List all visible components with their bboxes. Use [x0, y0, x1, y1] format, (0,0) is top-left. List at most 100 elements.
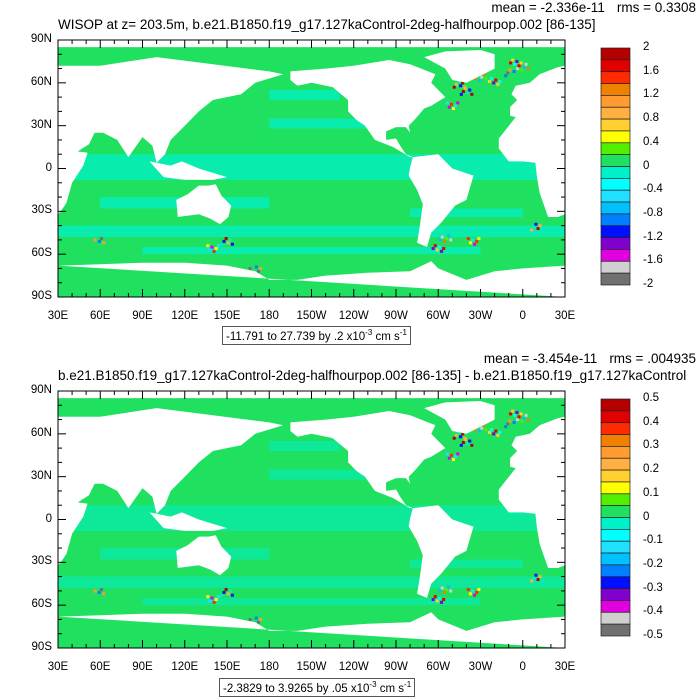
land-eurasia — [58, 408, 284, 566]
colorbar-label: 0.4 — [643, 135, 659, 148]
colorbar-label: -0.4 — [643, 605, 663, 618]
anomaly-cell — [532, 576, 536, 580]
anomaly-cell — [214, 247, 218, 251]
anomaly-cell — [222, 239, 226, 243]
anomaly-cell — [534, 573, 538, 577]
colorbar-label: -0.4 — [643, 183, 663, 196]
anomaly-cell — [532, 225, 536, 229]
contour-range-info: -11.791 to 27.739 by .2 x10-3 cm s-1 — [222, 326, 411, 345]
anomaly-cell — [477, 237, 481, 241]
stats-line: mean = -3.454e-11 rms = .004935 — [484, 352, 696, 366]
anomaly-cell — [433, 244, 437, 248]
ocean-band — [58, 225, 565, 238]
anomaly-cell — [461, 432, 465, 436]
anomaly-cell — [508, 68, 512, 72]
anomaly-cell — [435, 248, 439, 252]
anomaly-cell — [473, 242, 477, 246]
anomaly-cell — [210, 245, 214, 249]
anomaly-cell — [435, 599, 439, 603]
lon-label: 60W — [426, 310, 451, 322]
range-text: -2.3829 to 3.9265 by .05 x10 — [223, 682, 370, 695]
lon-label: 150E — [213, 661, 241, 673]
colorbar-label: 0.2 — [643, 463, 659, 476]
mean-stat: mean = -3.454e-11 — [483, 351, 598, 366]
anomaly-cell — [220, 242, 224, 246]
colorbar-box — [600, 422, 631, 435]
anomaly-cell — [509, 61, 513, 65]
anomaly-cell — [445, 452, 449, 456]
colorbar-box — [600, 564, 631, 578]
anomaly-cell — [104, 238, 108, 242]
colorbar-label: 1.2 — [643, 88, 659, 101]
colorbar-box — [600, 588, 631, 601]
land-southAmerica — [408, 154, 474, 247]
lon-label: 120W — [338, 310, 369, 322]
land-indonesia — [149, 512, 227, 531]
anomaly-cell — [506, 422, 510, 426]
lat-label: 60N — [30, 426, 52, 439]
lon-label: 0 — [519, 661, 526, 673]
anomaly-cell — [492, 81, 496, 85]
anomaly-cell — [517, 415, 521, 419]
anomaly-cell — [473, 428, 477, 432]
ocean-band — [269, 89, 340, 100]
anomaly-cell — [438, 238, 442, 242]
anomaly-cell — [449, 102, 453, 106]
anomaly-cell — [208, 248, 212, 252]
anomaly-cell — [449, 589, 453, 593]
lon-label: 30W — [468, 310, 493, 322]
anomaly-cell — [214, 598, 218, 602]
colorbar-label: 0.4 — [643, 415, 659, 428]
anomaly-cell — [466, 588, 470, 592]
anomaly-cell — [522, 416, 526, 420]
anomaly-cell — [97, 590, 101, 594]
anomaly-cell — [95, 593, 99, 597]
anomaly-cell — [468, 439, 472, 443]
anomaly-cell — [93, 589, 97, 593]
colorbar-box — [600, 517, 631, 530]
anomaly-cell — [454, 455, 458, 459]
anomaly-cell — [256, 269, 260, 273]
lat-label: 0 — [45, 512, 52, 525]
stats-line: mean = -2.336e-11 rms = 0.3308 — [491, 1, 696, 15]
anomaly-cell — [254, 265, 258, 269]
anomaly-cell — [230, 593, 234, 597]
anomaly-cell — [431, 598, 435, 602]
lat-label: 30N — [30, 118, 52, 131]
anomaly-cell — [475, 239, 479, 243]
anomaly-cell — [516, 418, 520, 422]
anomaly-cell — [216, 595, 220, 599]
lon-label: 120E — [171, 310, 199, 322]
land-greenland — [424, 401, 495, 434]
anomaly-cell — [511, 58, 515, 62]
colorbar-box — [600, 457, 631, 471]
colorbar-box — [600, 576, 631, 589]
anomaly-cell — [444, 588, 448, 592]
colorbar-box — [600, 528, 631, 542]
anomaly-cell — [454, 433, 458, 437]
rms-stat: rms = 0.3308 — [616, 0, 696, 15]
anomaly-cell — [456, 430, 460, 434]
range-exp: -3 — [365, 328, 373, 337]
anomaly-cell — [452, 458, 456, 462]
colorbar-label: -2 — [643, 278, 654, 290]
anomaly-cell — [530, 228, 534, 232]
anomaly-cell — [254, 616, 258, 620]
land-europeAfrica — [498, 65, 565, 217]
colorbar-label: 0.1 — [643, 486, 659, 499]
anomaly-cell — [504, 425, 508, 429]
anomaly-cell — [510, 423, 514, 427]
mean-stat: mean = -2.336e-11 — [491, 0, 605, 15]
anomaly-cell — [468, 88, 472, 92]
anomaly-cell — [504, 74, 508, 78]
land-australia — [176, 184, 232, 225]
anomaly-cell — [522, 65, 526, 69]
anomaly-cell — [212, 249, 216, 253]
anomaly-cell — [540, 228, 544, 232]
anomaly-cell — [259, 267, 263, 271]
range-exp: -3 — [369, 680, 377, 689]
lat-label: 60S — [31, 247, 52, 260]
lat-label: 90N — [30, 33, 52, 45]
anomaly-cell — [480, 75, 484, 79]
